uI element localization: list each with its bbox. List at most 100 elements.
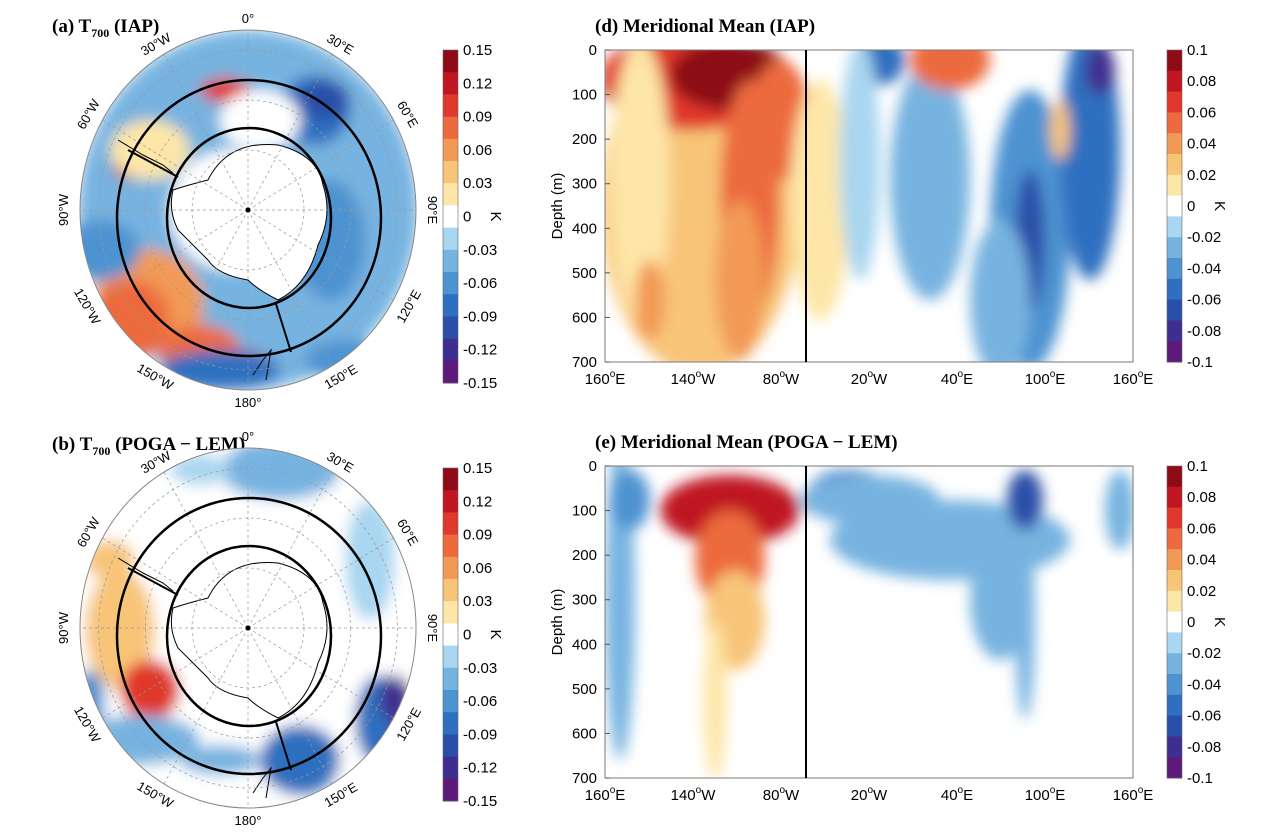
colorbar-segment [443,556,458,580]
colorbar-segment [1167,195,1182,217]
colorbar-frame [442,49,459,384]
colorbar-frame [442,467,459,802]
y-tick-label: 400 [572,220,597,237]
outer-boundary-circle [115,78,383,358]
colorbar-segment [1167,611,1182,633]
colorbar-tick-label: 0 [463,209,471,226]
colorbar-segment [443,72,458,95]
contour-patch [840,50,880,280]
meridional-section-panel-e: (e) Meridional Mean (POGA − LEM) 0 100 200 3… [549,432,1153,804]
contour-patch [85,570,155,690]
sector-line [275,303,292,353]
colorbar-segment [1167,237,1182,259]
map-frame [79,447,417,809]
colorbar-segment [1167,632,1182,654]
contour-patch [910,50,990,90]
longitude-label: 60°E [394,98,421,130]
colorbar-segment [443,490,458,513]
pole-marker [245,207,251,213]
contour-patch [610,470,650,530]
colorbar-tick-label: -0.06 [1187,708,1221,725]
colorbar-tick-label: 0.09 [463,527,492,544]
colorbar-segment [1167,91,1182,113]
colorbar-tick-label: -0.06 [463,275,497,292]
latitude-gridline [98,467,398,789]
sector-line [127,567,179,596]
colorbar-segment [1167,154,1182,176]
x-tick-label: 160oE [585,369,626,388]
pole-marker [245,625,251,631]
plot-frame [604,465,1134,779]
contour-patch [970,540,1030,660]
colorbar-segment [1167,570,1182,592]
contour-patch [635,260,665,340]
colorbar-segment [1167,736,1182,758]
longitude-gridline [247,119,394,211]
longitude-gridline [102,537,249,629]
y-tick-label: 500 [572,681,597,698]
contour-field [605,50,1120,362]
longitude-gridline [102,119,249,211]
colorbar-tick-label: 0 [1187,614,1195,631]
colorbar-segment [1167,507,1182,529]
colorbar-segment [443,468,458,491]
colorbar-segment [1167,299,1182,321]
colorbar-segment [1167,466,1182,488]
colorbar-tick-label: 0 [1187,198,1195,215]
longitude-label: 90°E [425,614,440,643]
colorbar-tick-label: -0.15 [463,375,497,392]
longitude-label: 90°W [56,611,71,644]
contour-patch [1015,520,1035,720]
colorbar-tick-label: -0.03 [463,242,497,259]
plot-frame [604,49,1134,363]
polar-map-panel-b: (b) T700 (POGA − LEM)0°30°E60°E90°E120°E… [52,429,440,828]
panel-title: (a) T700 (IAP) [52,16,159,40]
colorbar-tick-label: -0.02 [1187,645,1221,662]
colorbar-segment [443,756,458,780]
colorbar-tick-label: 0.04 [1187,552,1216,569]
colorbar-tick-label: 0.12 [463,75,492,92]
colorbar-segment [443,272,458,295]
sector-line [127,149,179,178]
contour-patch [610,50,670,320]
colorbar-tick-label: 0.02 [1187,583,1216,600]
colorbar-tick-label: 0.06 [463,560,492,577]
colorbar-segment [1167,694,1182,717]
y-tick-label: 200 [572,131,597,148]
panel-title: (e) Meridional Mean (POGA − LEM) [595,432,898,453]
colorbar-tick-label: 0.06 [463,142,492,159]
colorbar-tick-label: -0.09 [463,726,497,743]
panel-title: (d) Meridional Mean (IAP) [595,16,815,37]
colorbar-tick-label: -0.09 [463,308,497,325]
colorbar-segment [1167,757,1182,779]
colorbar: 0.15 0.12 0.09 0.06 0.03 0 -0.03 -0.06 -0.09 -0.1… [442,42,504,392]
sector-line [275,721,292,771]
contour-patch [120,660,180,720]
longitude-label: 180° [235,813,262,828]
colorbar-segment [443,94,458,118]
colorbar-tick-label: 0.06 [1187,520,1216,537]
meridional-section-panel-d: (d) Meridional Mean (IAP) 0 100 200 300 400 50… [549,16,1153,388]
colorbar-tick-label: -0.1 [1187,770,1213,787]
contour-patch [180,745,260,775]
colorbar-segment [1167,549,1182,571]
colorbar-segment [443,294,458,317]
y-tick-label: 600 [572,309,597,326]
colorbar: 0.1 0.08 0.06 0.04 0.02 0 -0.02 -0.04 -0.06 -0.08… [1166,458,1228,787]
colorbar-segment [1167,174,1182,197]
inner-boundary-circle [165,126,333,310]
y-tick-label: 0 [589,458,597,475]
contour-patch [1007,470,1043,530]
inner-boundary-circle [165,544,333,728]
longitude-gridline [247,627,394,719]
contour-patch [970,220,1030,362]
colorbar-tick-label: -0.12 [463,342,497,359]
longitude-gridline [247,537,394,629]
x-tick-label: 100oE [1025,785,1066,804]
colorbar-tick-label: 0.02 [1187,167,1216,184]
contour-patch [890,60,970,300]
colorbar-segment [1167,216,1182,238]
colorbar-tick-label: 0.12 [463,493,492,510]
colorbar-tick-label: 0.1 [1187,42,1208,59]
longitude-label: 0° [242,429,254,444]
